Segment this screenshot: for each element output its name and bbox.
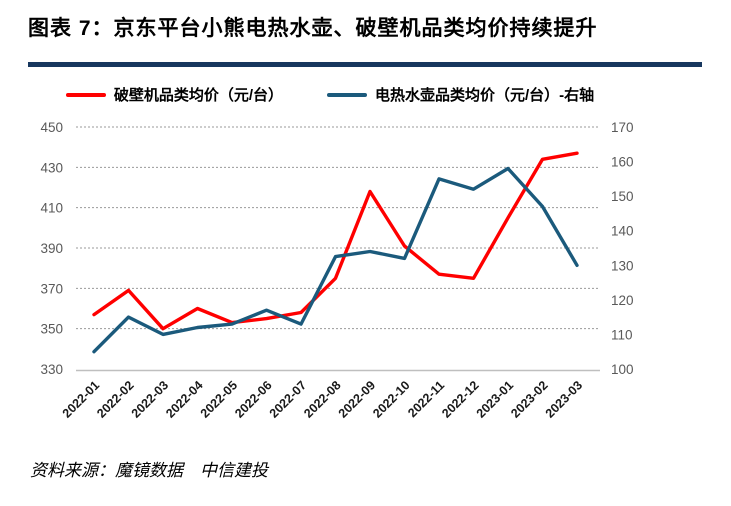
- legend-label-red: 破壁机品类均价（元/台）: [113, 87, 283, 104]
- legend-label-blue: 电热水壶品类均价（元/台）-右轴: [375, 87, 595, 104]
- blue-line-swatch: [327, 92, 367, 97]
- x-axis-tick-label: 2022-06: [232, 378, 274, 420]
- right-axis-tick-label: 120: [611, 293, 634, 308]
- legend-item-red: 破壁机品类均价（元/台）: [65, 84, 283, 105]
- left-axis-tick-label: 430: [40, 160, 63, 175]
- source-note: 资料来源：魔镜数据 中信建投: [30, 461, 268, 480]
- left-axis-tick-label: 390: [40, 241, 63, 256]
- red-line-swatch: [65, 92, 106, 97]
- x-axis-tick-label: 2022-10: [370, 378, 412, 420]
- x-axis-tick-label: 2022-03: [129, 378, 171, 420]
- x-axis-tick-label: 2022-05: [198, 378, 240, 420]
- right-axis-tick-label: 110: [611, 327, 633, 342]
- x-axis-tick-label: 2022-04: [163, 378, 205, 420]
- figure-title: 图表 7：京东平台小熊电热水壶、破壁机品类均价持续提升: [28, 17, 598, 40]
- x-axis-tick-label: 2022-12: [439, 378, 481, 420]
- x-axis-tick-label: 2022-11: [405, 378, 447, 420]
- right-axis-tick-label: 160: [611, 155, 634, 170]
- left-axis-tick-label: 370: [40, 281, 63, 296]
- left-axis-tick-label: 410: [40, 201, 63, 216]
- chart-legend: 破壁机品类均价（元/台） 电热水壶品类均价（元/台）-右轴: [0, 84, 660, 105]
- red-series-line: [92, 151, 579, 331]
- right-axis-tick-label: 150: [611, 189, 634, 204]
- blue-series-line: [92, 166, 579, 354]
- x-axis-tick-label: 2023-03: [543, 378, 585, 420]
- x-axis-tick-label: 2023-02: [508, 378, 550, 420]
- left-axis-tick-label: 330: [40, 362, 63, 377]
- right-axis-tick-label: 140: [611, 224, 634, 239]
- x-axis-tick-label: 2022-08: [301, 378, 343, 420]
- x-axis-tick-label: 2022-07: [267, 378, 309, 420]
- x-axis-tick-label: 2022-09: [336, 378, 378, 420]
- left-axis-tick-label: 350: [40, 322, 63, 337]
- right-axis-tick-label: 130: [611, 258, 634, 273]
- x-axis-tick-label: 2022-01: [60, 378, 102, 420]
- left-axis-tick-label: 450: [40, 120, 63, 135]
- right-axis-tick-label: 170: [611, 120, 634, 135]
- x-axis-tick-label: 2022-02: [94, 378, 136, 420]
- title-divider: [28, 62, 702, 67]
- dual-axis-line-chart: 450 430 410 390 370 350 330 170 160 150 140 130 120 1…: [40, 120, 634, 421]
- legend-item-blue: 电热水壶品类均价（元/台）-右轴: [327, 84, 594, 105]
- right-axis-tick-label: 100: [611, 362, 634, 377]
- x-axis-tick-label: 2023-01: [474, 378, 516, 420]
